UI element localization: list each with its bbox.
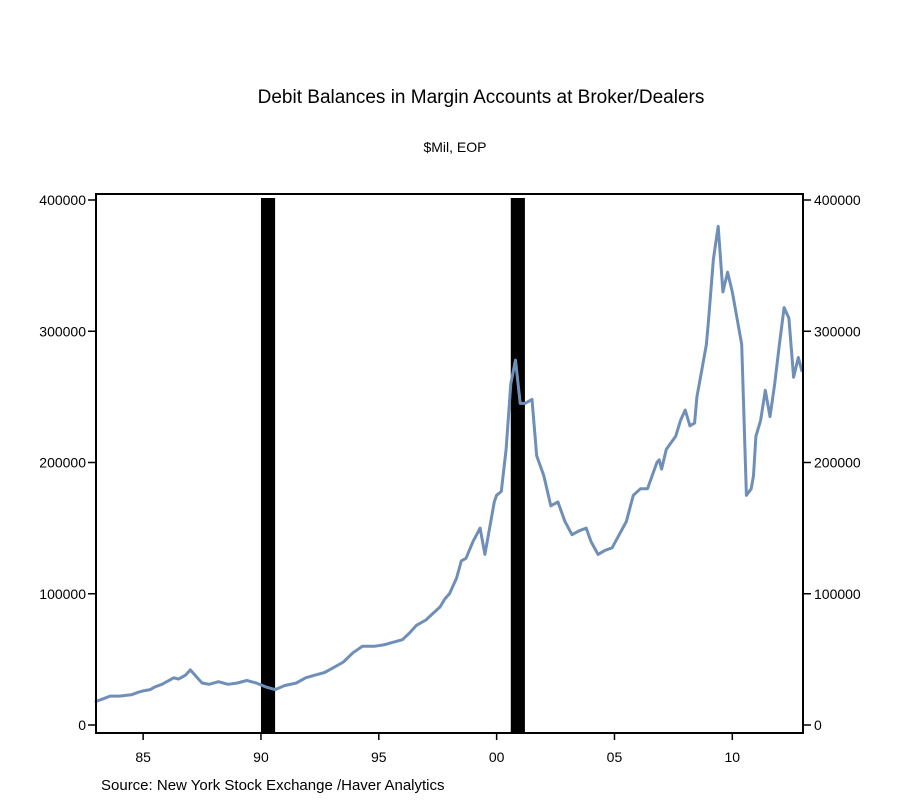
y-tick-label-left: 300000 xyxy=(39,323,86,339)
y-tick-label-right: 400000 xyxy=(814,192,861,208)
y-tick-label-left: 0 xyxy=(78,717,86,733)
x-tick-label: 85 xyxy=(135,749,151,765)
chart-title: Debit Balances in Margin Accounts at Bro… xyxy=(258,87,705,108)
y-axis-right: 0 100000 200000 300000 400000 xyxy=(803,192,861,733)
y-tick-label-right: 100000 xyxy=(814,586,861,602)
x-tick-label: 00 xyxy=(489,749,505,765)
y-tick-label-right: 200000 xyxy=(814,455,861,471)
source-note: Source: New York Stock Exchange /Haver A… xyxy=(101,777,445,794)
y-tick-label-left: 400000 xyxy=(39,192,86,208)
recession-bands xyxy=(260,198,525,732)
x-tick-label: 05 xyxy=(607,749,623,765)
series-line-0 xyxy=(94,224,804,703)
series-layer xyxy=(94,224,804,703)
recession-band-1 xyxy=(510,198,525,732)
y-tick-label-left: 100000 xyxy=(39,586,86,602)
y-axis-left: 0 100000 200000 300000 400000 xyxy=(39,192,96,733)
x-tick-label: 95 xyxy=(371,749,387,765)
recession-band-0 xyxy=(260,198,276,732)
y-tick-label-right: 0 xyxy=(814,717,822,733)
x-axis: 85 90 95 00 05 10 xyxy=(135,733,740,765)
y-tick-label-left: 200000 xyxy=(39,455,86,471)
x-tick-label: 90 xyxy=(253,749,269,765)
chart-subtitle: $Mil, EOP xyxy=(423,139,486,155)
y-tick-label-right: 300000 xyxy=(814,323,861,339)
x-tick-label: 10 xyxy=(725,749,741,765)
plot-frame xyxy=(95,193,804,734)
